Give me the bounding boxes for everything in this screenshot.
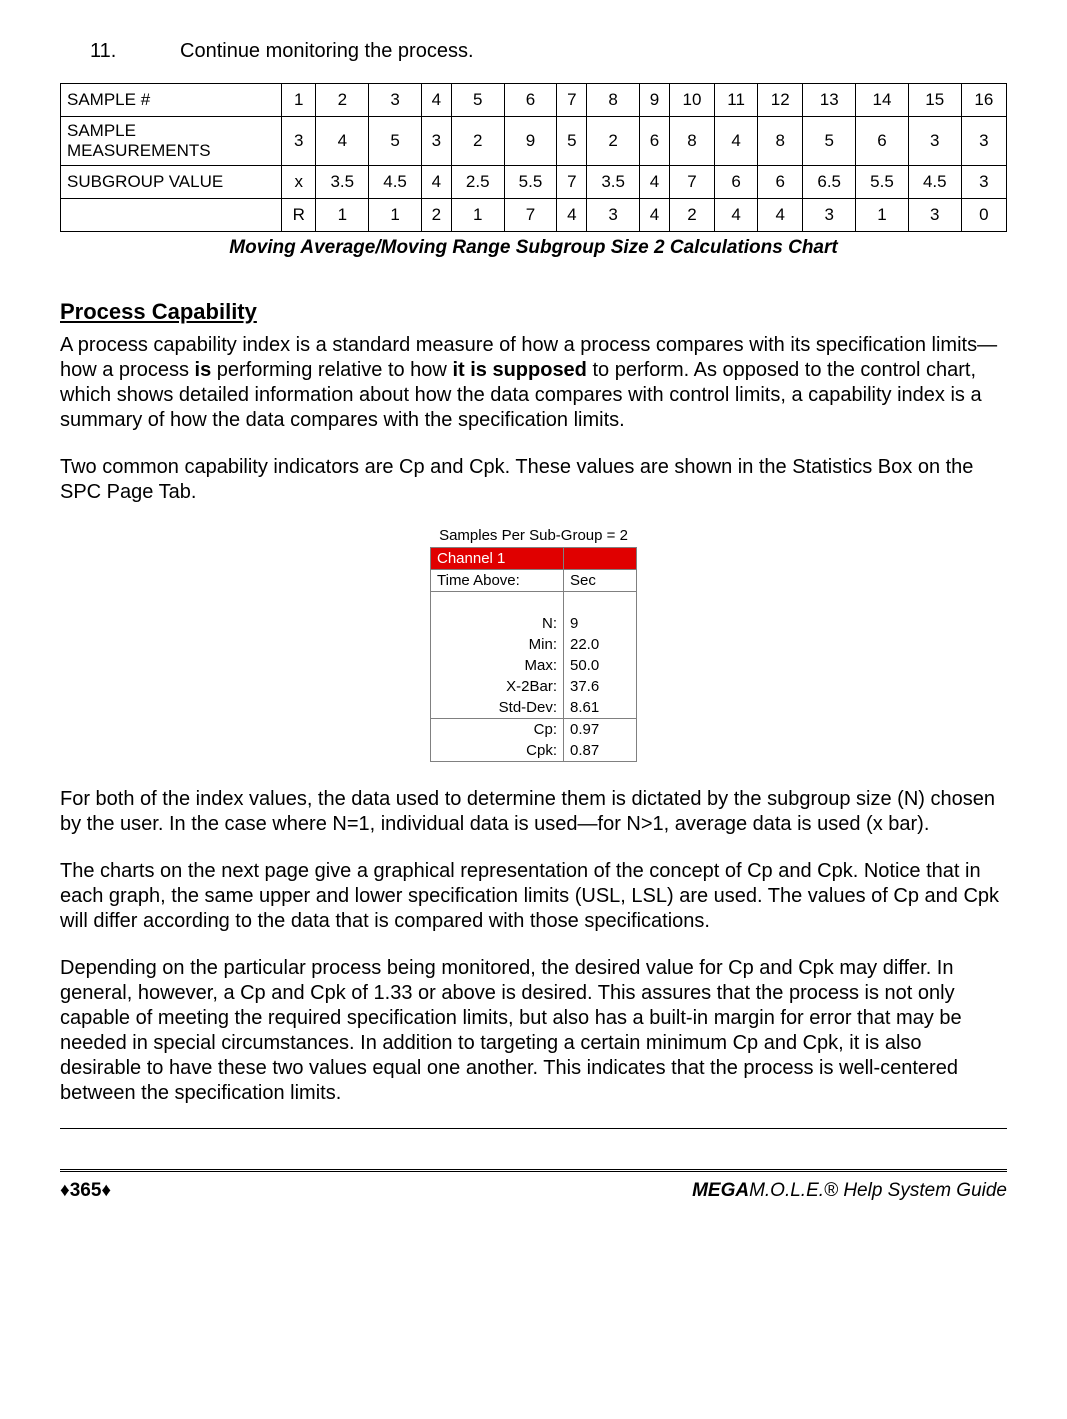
row-label: SAMPLE MEASUREMENTS [61, 117, 282, 166]
stats-row: N:9 [431, 613, 637, 634]
paragraph: A process capability index is a standard… [60, 333, 1007, 433]
page-number: ♦365♦ [60, 1180, 111, 1202]
stats-row: Std-Dev:8.61 [431, 697, 637, 719]
table-row: SUBGROUP VALUE x3.54.542.55.573.547666.5… [61, 166, 1007, 199]
guide-title: MEGAM.O.L.E.® Help System Guide [692, 1180, 1007, 1202]
stats-row: Min:22.0 [431, 634, 637, 655]
footer-divider [60, 1128, 1007, 1129]
stats-row: X-2Bar:37.6 [431, 676, 637, 697]
stats-header-row: Channel 1 [431, 548, 637, 570]
row-label [61, 199, 282, 232]
row-label: SUBGROUP VALUE [61, 166, 282, 199]
row-label: SAMPLE # [61, 84, 282, 117]
stats-row: Cpk:0.87 [431, 740, 637, 762]
paragraph: For both of the index values, the data u… [60, 787, 1007, 837]
stats-row: Max:50.0 [431, 655, 637, 676]
table-row: R112174342443130 [61, 199, 1007, 232]
step-item: 11. Continue monitoring the process. [60, 40, 1007, 63]
stats-row: Time Above: Sec [431, 570, 637, 592]
stats-table: Channel 1 Time Above: Sec N:9 Min:22.0 M… [430, 547, 637, 762]
paragraph: Two common capability indicators are Cp … [60, 455, 1007, 505]
paragraph: Depending on the particular process bein… [60, 956, 1007, 1106]
statistics-box: Samples Per Sub-Group = 2 Channel 1 Time… [60, 527, 1007, 762]
table-caption: Moving Average/Moving Range Subgroup Siz… [60, 237, 1007, 259]
step-number: 11. [60, 40, 180, 63]
stats-row [431, 592, 637, 614]
table-row: SAMPLE # 12345678910111213141516 [61, 84, 1007, 117]
step-text: Continue monitoring the process. [180, 40, 474, 63]
stats-row: Cp:0.97 [431, 719, 637, 741]
section-heading: Process Capability [60, 299, 1007, 325]
table-row: SAMPLE MEASUREMENTS 3453295268485633 [61, 117, 1007, 166]
page-footer: ♦365♦ MEGAM.O.L.E.® Help System Guide [60, 1169, 1007, 1202]
calculations-table: SAMPLE # 12345678910111213141516 SAMPLE … [60, 83, 1007, 232]
stats-title: Samples Per Sub-Group = 2 [430, 527, 637, 544]
paragraph: The charts on the next page give a graph… [60, 859, 1007, 934]
